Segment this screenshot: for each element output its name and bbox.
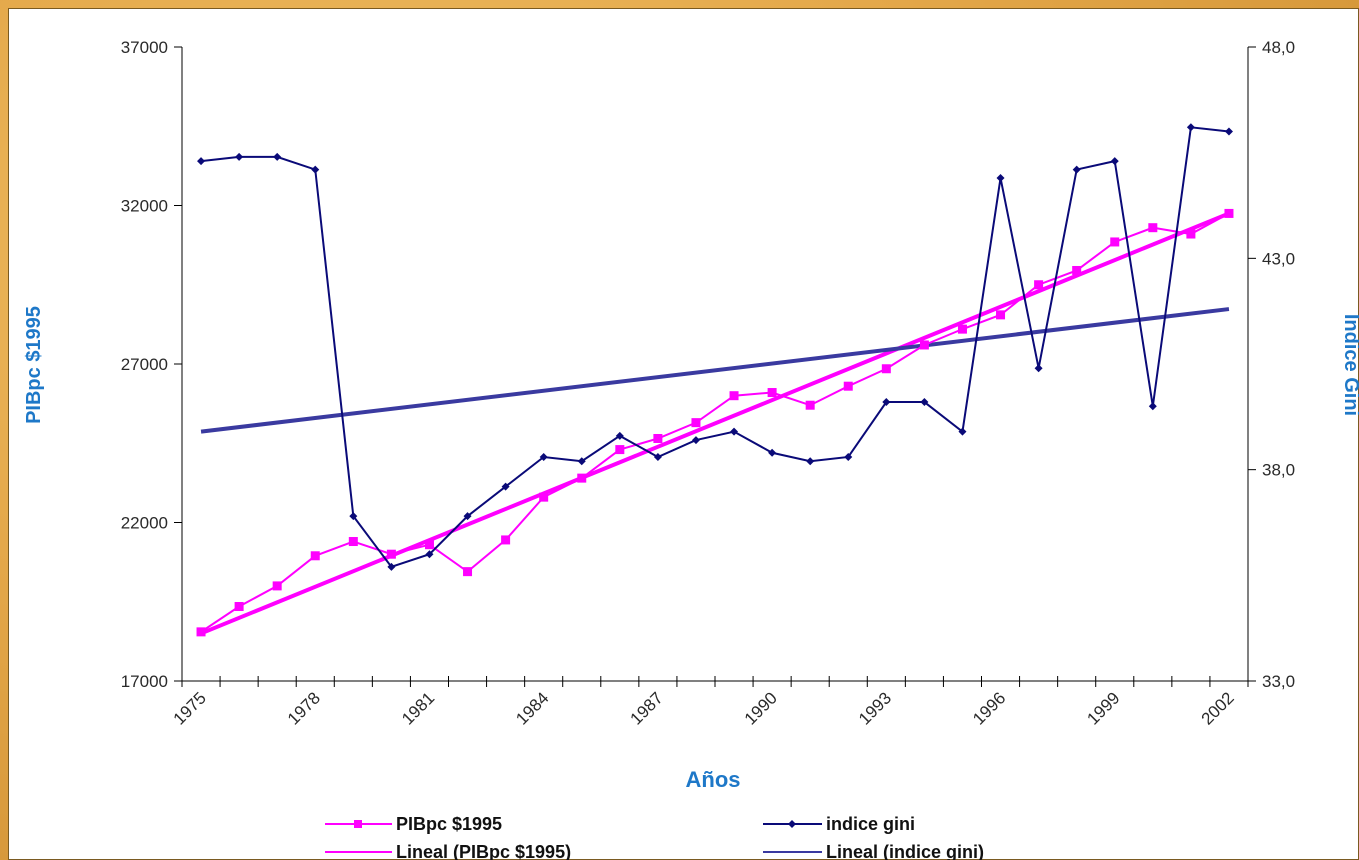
- y-axis-left-title: PIBpc $1995: [23, 306, 45, 424]
- point-gini-1978: [311, 165, 320, 174]
- point-gini-1986: [615, 431, 624, 440]
- point-pib-1980: [386, 549, 396, 559]
- legend-swatch-pib-marker: [354, 820, 362, 828]
- point-pib-1977: [272, 581, 282, 591]
- legend-label-pib: PIBpc $1995: [396, 814, 502, 834]
- point-gini-1977: [273, 152, 282, 161]
- point-gini-1999: [1110, 157, 1119, 166]
- point-pib-1989: [729, 391, 739, 401]
- point-gini-1984: [539, 452, 548, 461]
- x-axis-title: Años: [686, 767, 741, 792]
- point-gini-1991: [806, 457, 815, 466]
- point-pib-1986: [615, 445, 625, 455]
- point-pib-1996: [996, 310, 1006, 320]
- y-left-tick-label: 22000: [121, 514, 168, 533]
- point-gini-2001: [1186, 123, 1195, 132]
- point-pib-1979: [348, 537, 358, 547]
- y-right-tick-label: 48,0: [1262, 38, 1295, 57]
- point-gini-1989: [730, 427, 739, 436]
- point-gini-2000: [1148, 402, 1157, 411]
- point-gini-1976: [235, 152, 244, 161]
- point-pib-1999: [1110, 237, 1120, 247]
- point-pib-2002: [1224, 208, 1234, 218]
- x-tick-label: 1978: [284, 688, 324, 728]
- y-left-tick-label: 17000: [121, 672, 168, 691]
- point-pib-2001: [1186, 229, 1196, 239]
- point-pib-1985: [577, 473, 587, 483]
- point-pib-1998: [1072, 265, 1082, 275]
- x-tick-label: 1996: [969, 688, 1009, 728]
- y-axis-right-title: Índice Gini: [1340, 314, 1359, 416]
- point-pib-1984: [539, 492, 549, 502]
- point-pib-1993: [881, 364, 891, 374]
- series-line-pib: [200, 212, 1230, 633]
- legend-label-pib-trend: Lineal (PIBpc $1995): [396, 842, 571, 860]
- point-pib-1988: [691, 418, 701, 428]
- point-gini-1993: [882, 398, 891, 407]
- y-right-tick-label: 33,0: [1262, 672, 1295, 691]
- point-gini-1981: [425, 550, 434, 559]
- point-gini-1990: [768, 448, 777, 457]
- point-gini-1992: [844, 452, 853, 461]
- point-pib-1992: [843, 381, 853, 391]
- legend-entry-gini: indice gini: [763, 814, 915, 834]
- legend: PIBpc $1995 indice gini Lineal (PIBpc $1…: [325, 814, 984, 860]
- point-gini-1979: [349, 512, 358, 521]
- legend-entry-pib: PIBpc $1995: [325, 814, 502, 834]
- point-pib-1976: [234, 602, 244, 612]
- x-tick-label: 1987: [627, 688, 667, 728]
- legend-swatch-gini-marker: [788, 820, 796, 828]
- y-right-tick-label: 43,0: [1262, 249, 1295, 268]
- point-gini-1980: [387, 562, 396, 571]
- point-pib-1987: [653, 433, 663, 443]
- x-tick-label: 2002: [1198, 688, 1238, 728]
- x-tick-label: 1990: [741, 688, 781, 728]
- point-gini-1998: [1072, 165, 1081, 174]
- axes: 17000 22000 27000 32000 37000 33,0 38,0 43,0 48,…: [121, 38, 1295, 729]
- x-tick-label: 1999: [1083, 688, 1123, 728]
- point-gini-1996: [996, 174, 1005, 183]
- trendlines: [200, 211, 1230, 636]
- y-right-tick-label: 38,0: [1262, 461, 1295, 480]
- trendline-pib: [200, 211, 1230, 636]
- point-pib-1995: [957, 324, 967, 334]
- point-gini-1985: [577, 457, 586, 466]
- x-tick-label: 1975: [170, 688, 210, 728]
- legend-label-gini-trend: Lineal (indice gini): [826, 842, 984, 860]
- point-gini-1983: [501, 482, 510, 491]
- legend-entry-pib-trend: Lineal (PIBpc $1995): [325, 842, 571, 860]
- point-pib-1994: [919, 340, 929, 350]
- x-tick-label: 1984: [512, 688, 552, 728]
- x-tick-label: 1993: [855, 688, 895, 728]
- point-pib-1975: [196, 627, 206, 637]
- y-left-tick-label: 27000: [121, 355, 168, 374]
- point-pib-1982: [463, 567, 473, 577]
- point-gini-1982: [463, 512, 472, 521]
- point-pib-2000: [1148, 223, 1158, 233]
- point-gini-1997: [1034, 364, 1043, 373]
- point-gini-1994: [920, 398, 929, 407]
- chart-frame: [8, 8, 1359, 860]
- legend-label-gini: indice gini: [826, 814, 915, 834]
- point-pib-1983: [501, 535, 511, 545]
- y-left-tick-label: 37000: [121, 38, 168, 57]
- point-pib-1990: [767, 388, 777, 398]
- trendline-gini: [200, 307, 1230, 434]
- legend-entry-gini-trend: Lineal (indice gini): [763, 842, 984, 860]
- point-pib-1991: [805, 400, 815, 410]
- series-line-gini: [200, 126, 1230, 569]
- point-pib-1981: [424, 540, 434, 550]
- point-gini-1988: [691, 436, 700, 445]
- point-gini-1995: [958, 427, 967, 436]
- point-gini-2002: [1224, 127, 1233, 136]
- series-lines: [200, 126, 1230, 633]
- point-pib-1997: [1034, 280, 1044, 290]
- point-gini-1975: [197, 157, 206, 166]
- point-gini-1987: [653, 452, 662, 461]
- markers: [196, 123, 1234, 637]
- y-left-tick-label: 32000: [121, 197, 168, 216]
- x-tick-label: 1981: [398, 688, 438, 728]
- point-pib-1978: [310, 551, 320, 561]
